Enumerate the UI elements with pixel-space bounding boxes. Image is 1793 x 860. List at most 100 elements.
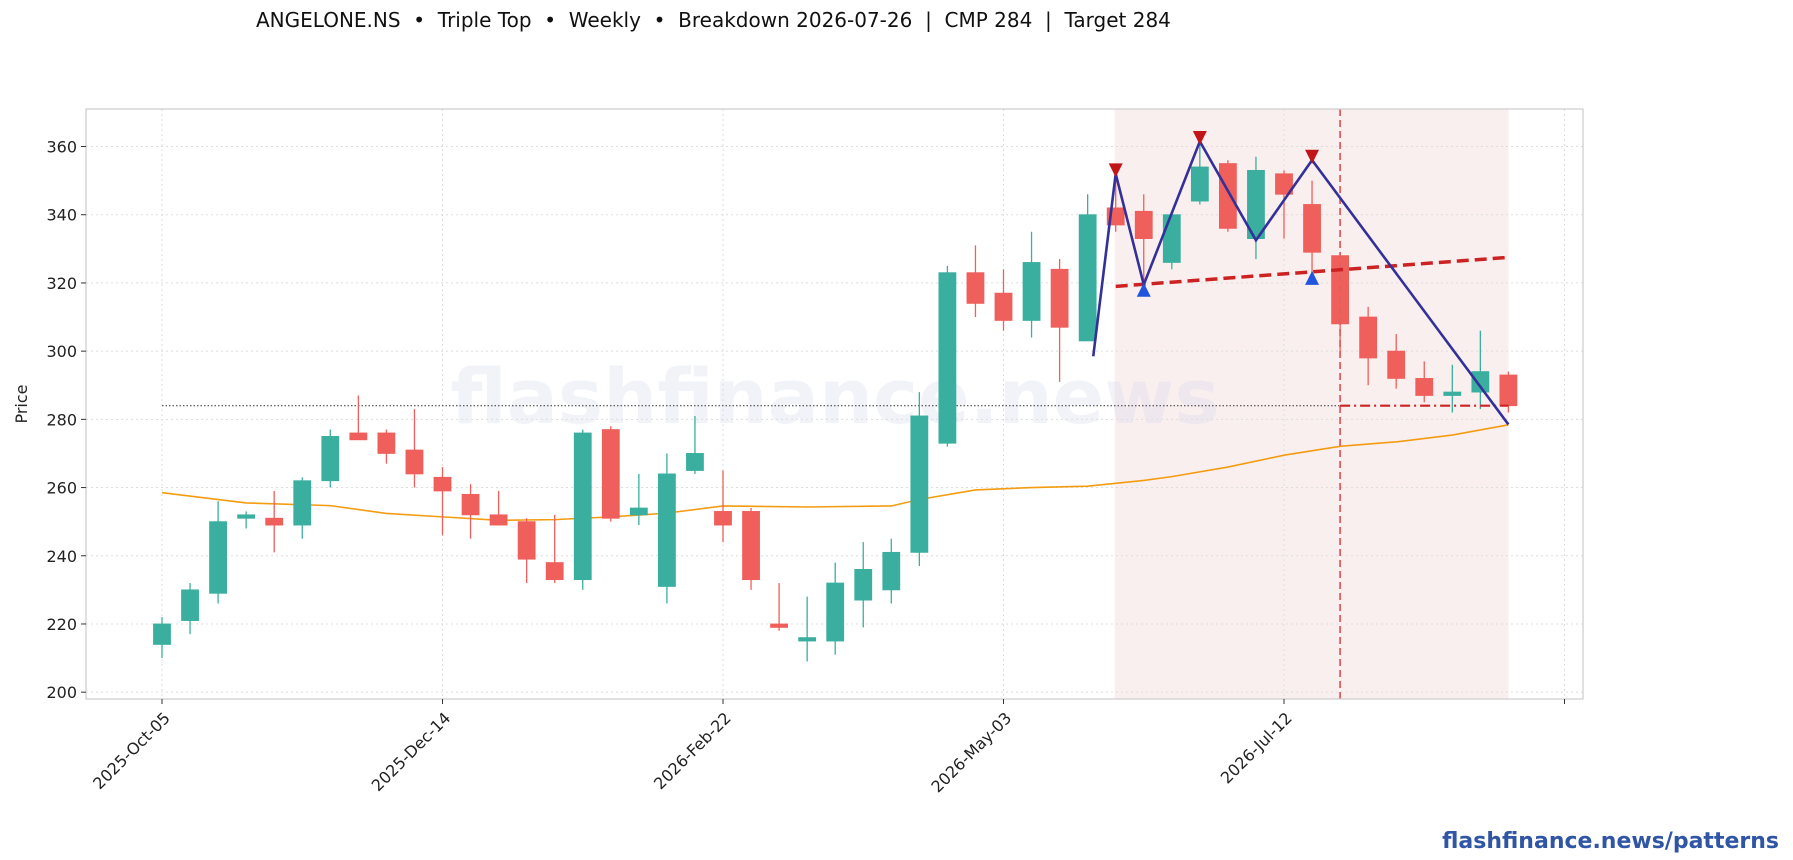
candle-up (321, 429, 340, 488)
candle-body (1022, 262, 1041, 321)
candle-body (433, 476, 452, 492)
moving-average-line (161, 424, 1509, 522)
candle-up (1078, 194, 1097, 342)
candle-down (994, 269, 1013, 331)
candle-down (714, 470, 732, 543)
candle-up (882, 538, 901, 604)
candle-body (1078, 214, 1097, 342)
candle-down (742, 508, 760, 590)
candle-body (658, 473, 676, 587)
candle-up (686, 415, 704, 474)
candle-up (854, 542, 873, 628)
candle-down (489, 490, 508, 526)
candle-down (517, 518, 536, 584)
candle-up (910, 392, 929, 566)
y-tick-label: 220 (46, 615, 77, 634)
candle-body (489, 514, 508, 526)
candle-up (153, 617, 171, 659)
candle-body (910, 415, 929, 553)
y-axis-label: Price (12, 384, 31, 423)
y-tick-label: 340 (46, 206, 77, 225)
candle-up (629, 473, 648, 526)
candle-body (798, 637, 817, 642)
candle-body (882, 551, 901, 591)
y-tick-label: 320 (46, 274, 77, 293)
candle-body (293, 480, 312, 526)
candle-down (433, 467, 452, 536)
candle-up (293, 477, 312, 539)
candle-up (938, 265, 957, 447)
peak-marker-icon (1192, 130, 1207, 145)
candle-body (966, 272, 985, 304)
y-tick-label: 240 (46, 547, 77, 566)
candle-body (742, 511, 760, 581)
candle-body (545, 562, 564, 581)
candle-up (209, 501, 228, 604)
candle-down (545, 514, 564, 584)
candle-body (686, 453, 704, 471)
x-tick-label: 2026-May-03 (927, 708, 1015, 796)
candle-body (714, 511, 732, 526)
candle-body (1162, 214, 1181, 263)
candle-body (601, 429, 620, 519)
candle-body (265, 517, 284, 526)
candle-up (798, 596, 817, 662)
candle-body (1387, 350, 1406, 379)
candle-down (966, 245, 985, 318)
x-tick-label: 2026-Feb-22 (650, 708, 735, 793)
candle-body (517, 521, 536, 560)
candle-up (181, 583, 199, 635)
candle-down (1219, 160, 1237, 232)
chart-title: ANGELONE.NS • Triple Top • Weekly • Brea… (256, 8, 1171, 32)
candle-body (153, 623, 171, 645)
peak-marker-icon (1305, 149, 1320, 164)
candle-body (629, 507, 648, 516)
candle-up (1443, 364, 1462, 413)
candle-body (1499, 374, 1518, 407)
candle-up (658, 453, 676, 604)
footer-link[interactable]: flashfinance.news/patterns (1442, 829, 1779, 854)
neckline (1115, 255, 1509, 289)
candle-body (938, 272, 957, 444)
candle-body (854, 569, 873, 601)
y-tick-label: 360 (46, 138, 77, 157)
candle-down (1415, 361, 1434, 403)
candle-down (405, 409, 424, 488)
candle-body (349, 432, 368, 441)
y-tick-label: 300 (46, 342, 77, 361)
candle-up (237, 511, 256, 529)
watermark-text: flashfinance.news (450, 352, 1219, 441)
candle-body (1190, 166, 1209, 202)
x-tick-label: 2025-Oct-05 (89, 708, 174, 793)
candle-body (405, 449, 424, 475)
x-tick-label: 2025-Dec-14 (368, 708, 455, 795)
candle-down (1050, 259, 1069, 382)
candle-up (573, 429, 592, 590)
candle-body (1415, 378, 1434, 396)
candle-body (1050, 268, 1069, 328)
candle-body (181, 589, 199, 621)
candle-body (994, 292, 1013, 321)
y-tick-label: 260 (46, 479, 77, 498)
candle-body (1359, 316, 1378, 359)
candle-down (1303, 180, 1321, 280)
candle-up (1022, 231, 1041, 338)
candle-body (573, 432, 592, 581)
candle-body (826, 582, 845, 642)
candle-down (265, 490, 284, 553)
candle-body (1134, 210, 1153, 239)
candle-down (601, 426, 620, 522)
candle-body (1443, 391, 1462, 396)
trough-marker-icon (1136, 282, 1151, 297)
peak-marker-icon (1108, 163, 1123, 178)
candle-body (1275, 173, 1293, 195)
candle-down (349, 395, 368, 441)
candle-body (237, 514, 256, 519)
candle-body (209, 521, 228, 594)
candle-body (1303, 204, 1321, 253)
y-tick-label: 280 (46, 410, 77, 429)
trough-marker-icon (1305, 270, 1320, 285)
candle-up (826, 562, 845, 655)
candle-up (1162, 214, 1181, 270)
